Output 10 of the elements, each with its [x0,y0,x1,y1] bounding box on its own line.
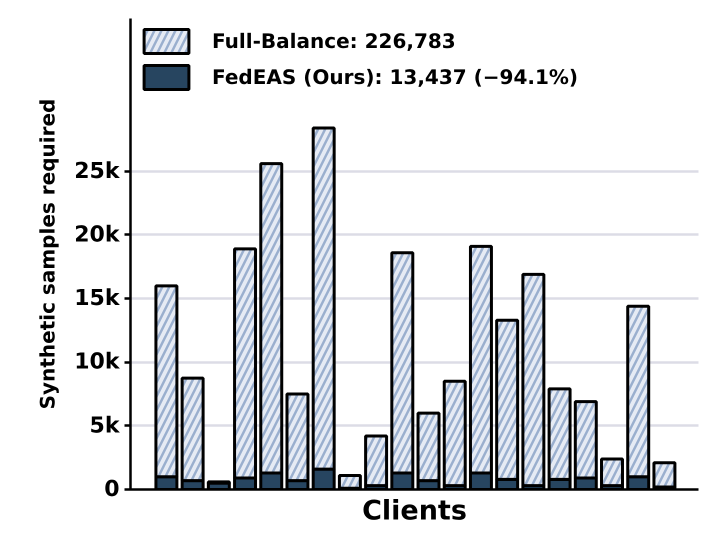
y-tick-label: 15k [74,286,121,312]
x-axis-title: Clients [362,496,467,526]
y-tick-label: 0 [104,477,120,502]
y-axis-title: Synthetic samples required [35,98,60,410]
legend-label: FedEAS (Ours): 13,437 (−94.1%) [212,65,578,89]
y-tick-label: 20k [74,222,121,248]
y-tick-label: 5k [90,413,121,438]
y-tick-label: 25k [74,158,121,184]
legend-label: Full-Balance: 226,783 [212,29,456,53]
y-tick-label: 10k [74,350,121,375]
